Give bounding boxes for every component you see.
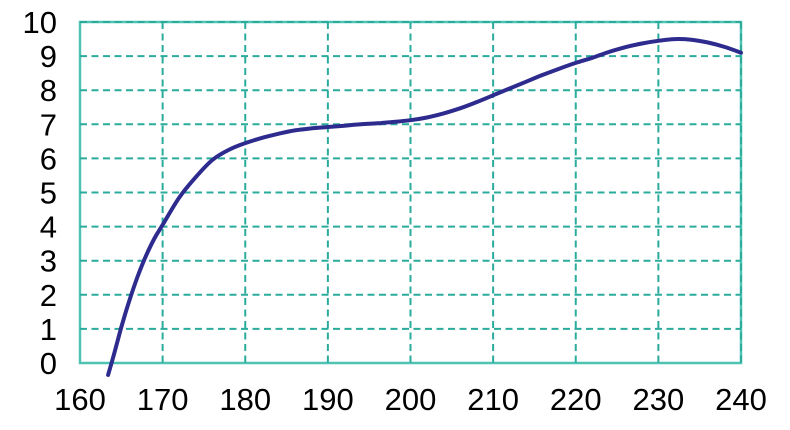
y-tick-label: 1 [40,312,57,347]
y-tick-label: 9 [40,39,57,74]
y-tick-label: 5 [40,176,57,211]
x-tick-label: 230 [633,382,685,417]
y-tick-label: 6 [40,141,57,176]
data-curve [106,37,743,377]
x-tick-label: 180 [219,382,271,417]
x-tick-label: 160 [54,382,106,417]
y-tick-label: 10 [23,5,57,40]
x-tick-label: 190 [302,382,354,417]
y-tick-label: 8 [40,73,57,108]
x-tick-label: 220 [550,382,602,417]
y-tick-label: 0 [40,346,57,381]
y-tick-label: 4 [40,210,57,245]
x-tick-label: 210 [467,382,519,417]
y-tick-label: 2 [40,278,57,313]
y-tick-label: 3 [40,244,57,279]
x-tick-label: 200 [385,382,437,417]
x-tick-label: 170 [137,382,189,417]
y-tick-label: 7 [40,107,57,142]
x-tick-label: 240 [715,382,767,417]
